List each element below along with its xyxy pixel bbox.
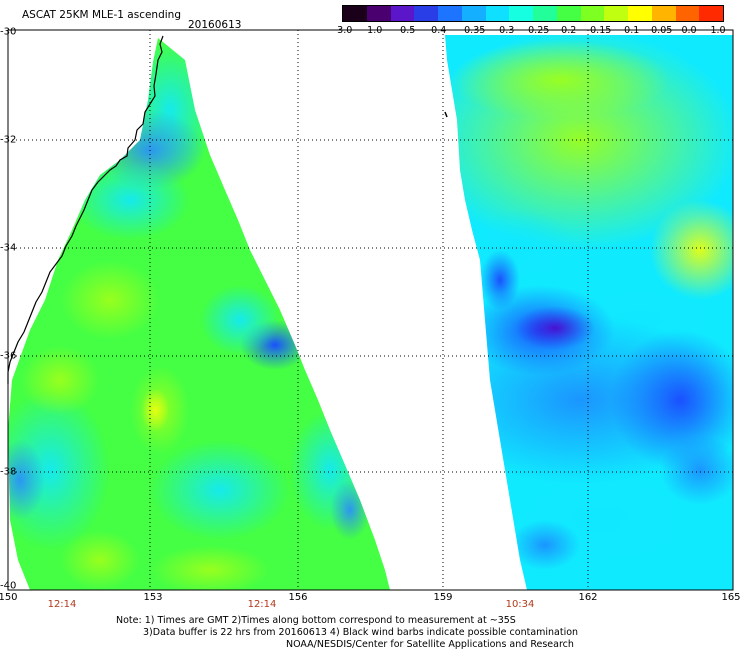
map-title: ASCAT 25KM MLE-1 ascending bbox=[22, 9, 181, 21]
colorbar bbox=[342, 5, 724, 22]
colorbar-segment bbox=[651, 6, 676, 21]
gridlines bbox=[8, 30, 733, 590]
colorbar-segment bbox=[556, 6, 581, 21]
swath-left bbox=[8, 38, 390, 590]
colorbar-segment bbox=[699, 6, 723, 21]
colorbar-segment bbox=[343, 6, 367, 21]
colorbar-segment bbox=[509, 6, 533, 21]
lat-label: -34 bbox=[0, 242, 17, 254]
colorbar-segment bbox=[675, 6, 700, 21]
swath-right bbox=[445, 35, 733, 590]
lon-label: 162 bbox=[578, 592, 598, 603]
pass-time: 10:34 bbox=[505, 599, 535, 610]
map-date: 20160613 bbox=[188, 19, 242, 31]
colorbar-segment bbox=[366, 6, 391, 21]
colorbar-segment bbox=[604, 6, 628, 21]
colorbar-segment bbox=[628, 6, 652, 21]
colorbar-segment bbox=[390, 6, 415, 21]
colorbar-segment bbox=[461, 6, 486, 21]
note-line: 3)Data buffer is 22 hrs from 20160613 4)… bbox=[143, 627, 579, 638]
map-frame bbox=[7, 29, 734, 591]
pass-time: 12:14 bbox=[247, 599, 277, 610]
footer-notes: Note: 1) Times are GMT 2)Times along bot… bbox=[116, 615, 578, 651]
colorbar-segment bbox=[414, 6, 438, 21]
lat-label: -32 bbox=[0, 134, 17, 146]
note-line: Note: 1) Times are GMT 2)Times along bot… bbox=[116, 615, 516, 626]
lat-label: -40 bbox=[0, 580, 17, 592]
lon-label: 153 bbox=[143, 592, 163, 603]
colorbar-segment bbox=[533, 6, 557, 21]
lat-label: -38 bbox=[0, 466, 17, 478]
lon-label: 165 bbox=[721, 592, 740, 603]
coastline bbox=[7, 35, 164, 384]
colorbar-segment bbox=[485, 6, 510, 21]
note-line: NOAA/NESDIS/Center for Satellite Applica… bbox=[286, 639, 574, 650]
lat-label: -30 bbox=[0, 26, 17, 38]
pass-time: 12:14 bbox=[47, 599, 77, 610]
lat-label: -36 bbox=[0, 350, 17, 362]
lon-label: 159 bbox=[433, 592, 453, 603]
lon-label: 150 bbox=[0, 592, 18, 603]
lon-label: 156 bbox=[288, 592, 308, 603]
colorbar-segment bbox=[580, 6, 605, 21]
colorbar-segment bbox=[438, 6, 462, 21]
